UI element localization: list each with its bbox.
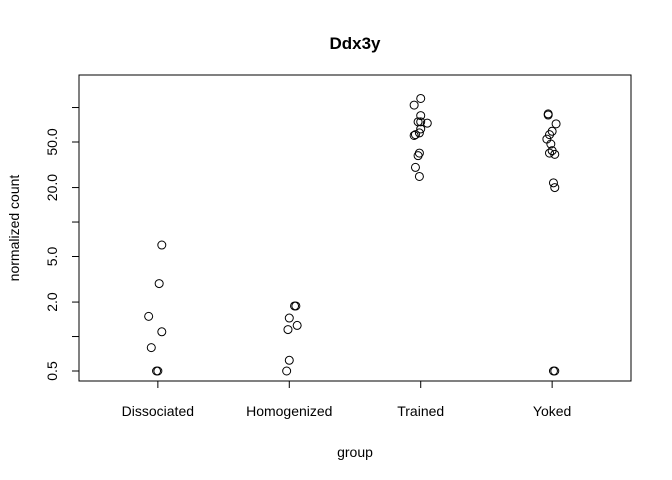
data-point bbox=[416, 111, 426, 121]
data-point bbox=[547, 126, 557, 136]
x-tick-label: Trained bbox=[397, 403, 444, 419]
y-axis-label: normalized count bbox=[6, 175, 22, 282]
data-points bbox=[144, 93, 561, 376]
x-tick-label: Yoked bbox=[533, 403, 571, 419]
data-point bbox=[292, 320, 302, 330]
data-point bbox=[545, 130, 555, 140]
data-point bbox=[414, 128, 424, 138]
data-point bbox=[283, 325, 293, 335]
y-tick-label: 5.0 bbox=[44, 247, 60, 267]
data-point bbox=[409, 130, 419, 140]
y-tick-label: 0.5 bbox=[44, 361, 60, 381]
data-point bbox=[543, 110, 553, 120]
data-point bbox=[157, 240, 167, 250]
x-axis-label: group bbox=[337, 444, 373, 460]
data-point bbox=[416, 93, 426, 103]
x-tick-label: Dissociated bbox=[122, 403, 194, 419]
data-point bbox=[154, 279, 164, 289]
chart-title: Ddx3y bbox=[329, 34, 381, 53]
data-point bbox=[414, 171, 424, 181]
x-axis: Dissociated Homogenized Trained Yoked bbox=[122, 380, 571, 419]
data-point bbox=[284, 313, 294, 323]
data-point bbox=[550, 149, 560, 159]
data-point bbox=[410, 162, 420, 172]
data-point bbox=[550, 366, 560, 376]
data-point bbox=[545, 148, 555, 158]
data-point bbox=[410, 130, 420, 140]
data-point bbox=[153, 366, 163, 376]
y-tick-label: 2.0 bbox=[44, 292, 60, 312]
data-point bbox=[416, 117, 426, 127]
y-axis: 0.5 2.0 5.0 20.0 50.0 bbox=[44, 107, 80, 381]
data-point bbox=[551, 119, 561, 129]
data-point bbox=[144, 311, 154, 321]
data-point bbox=[284, 355, 294, 365]
data-point bbox=[146, 343, 156, 353]
y-tick-label: 20.0 bbox=[44, 174, 60, 201]
x-tick-label: Homogenized bbox=[246, 403, 332, 419]
y-tick-label: 50.0 bbox=[44, 128, 60, 155]
data-point bbox=[548, 178, 558, 188]
data-point bbox=[414, 148, 424, 158]
data-point bbox=[546, 139, 556, 149]
plot-area bbox=[78, 74, 632, 382]
data-point bbox=[413, 151, 423, 161]
data-point bbox=[550, 183, 560, 193]
data-point bbox=[291, 301, 301, 311]
data-point bbox=[409, 100, 419, 110]
data-point bbox=[157, 327, 167, 337]
data-point bbox=[422, 118, 432, 128]
data-point bbox=[282, 366, 292, 376]
data-point bbox=[416, 124, 426, 134]
